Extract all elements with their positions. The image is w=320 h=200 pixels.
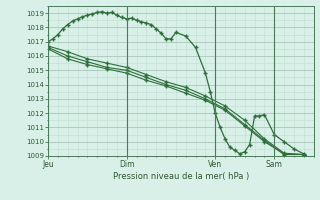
X-axis label: Pression niveau de la mer( hPa ): Pression niveau de la mer( hPa )	[113, 172, 249, 181]
